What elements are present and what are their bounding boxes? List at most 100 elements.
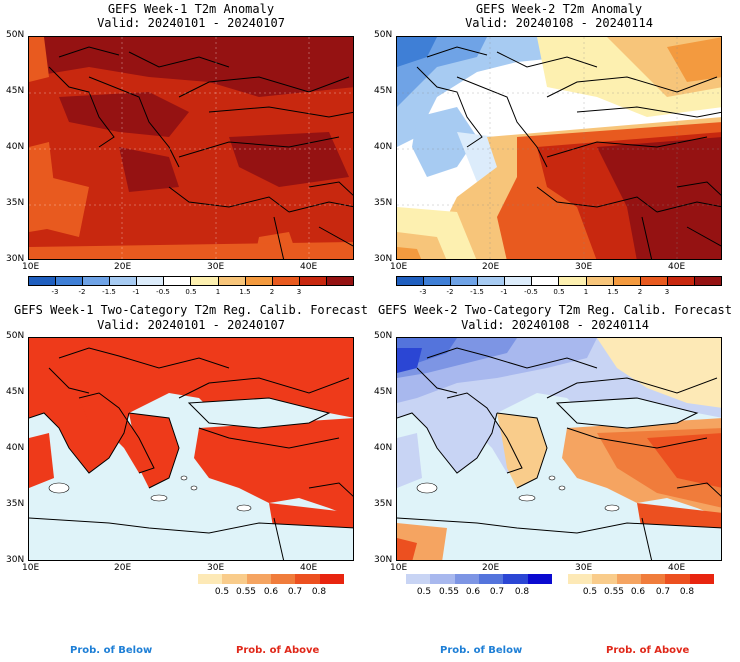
anomaly-colorbar-tl <box>28 276 354 286</box>
cbar-swatch <box>191 277 219 285</box>
prob-below-label-br: Prob. of Below <box>440 645 523 656</box>
pbar-label: 0.55 <box>438 587 460 597</box>
panel-valid-week1-anomaly: Valid: 20240101 - 20240107 <box>97 16 285 30</box>
cbar-label: 2 <box>637 288 643 296</box>
panel-valid-week1-prob: Valid: 20240101 - 20240107 <box>97 318 285 332</box>
prob-below-label-bl: Prob. of Below <box>70 645 153 656</box>
cbar-swatch <box>424 277 452 285</box>
cbar-swatch <box>218 277 246 285</box>
cbar-label: -3 <box>51 288 59 296</box>
pbar-label: 0.6 <box>465 587 481 597</box>
pbar-label: 0.7 <box>489 587 505 597</box>
cbar-swatch <box>29 277 57 285</box>
cbar-label: 1.5 <box>239 288 251 296</box>
pbar-label: 0.5 <box>582 587 598 597</box>
pbar-label: 0.8 <box>514 587 530 597</box>
lat-label-35n-br: 35N <box>374 499 393 509</box>
cbar-label: -3 <box>419 288 427 296</box>
cbar-swatch <box>326 277 353 285</box>
pbar-swatch <box>454 574 479 584</box>
lat-label-45n-tl: 45N <box>6 86 25 96</box>
lon-label-40e-tr: 40E <box>668 262 686 272</box>
cbar-swatch <box>83 277 111 285</box>
cbar-swatch <box>532 277 560 285</box>
lon-label-20e-tl: 20E <box>114 262 132 272</box>
map-week1-prob <box>28 337 354 561</box>
lat-label-50n-tr: 50N <box>374 30 393 40</box>
cbar-swatch <box>56 277 84 285</box>
lat-label-30n-tr: 30N <box>374 254 393 264</box>
panel-title-week2-prob: GEFS Week-2 Two-Category T2m Reg. Calib.… <box>377 303 732 317</box>
pbar-swatch <box>568 574 593 584</box>
panel-valid-week2-prob: Valid: 20240108 - 20240114 <box>461 318 649 332</box>
panel-title-week2-anomaly: GEFS Week-2 T2m Anomaly <box>475 2 643 16</box>
cbar-swatch <box>110 277 138 285</box>
lon-label-20e-bl: 20E <box>114 563 132 573</box>
cbar-swatch <box>586 277 614 285</box>
lon-label-30e-tl: 30E <box>207 262 225 272</box>
cbar-label: 0.5 <box>553 288 565 296</box>
cbar-swatch <box>505 277 533 285</box>
anomaly-colorbar-tr <box>396 276 722 286</box>
lat-label-50n-br: 50N <box>374 331 393 341</box>
lat-label-45n-bl: 45N <box>6 387 25 397</box>
lon-label-30e-br: 30E <box>575 563 593 573</box>
prob-above-label-bl: Prob. of Above <box>236 645 320 656</box>
cbar-label: 0.5 <box>185 288 197 296</box>
pbar-swatch <box>198 574 223 584</box>
pbar-swatch <box>319 574 344 584</box>
cbar-swatch <box>667 277 695 285</box>
lat-label-30n-tl: 30N <box>6 254 25 264</box>
lat-label-50n-tl: 50N <box>6 30 25 40</box>
cbar-swatch <box>272 277 300 285</box>
map-week2-anomaly <box>396 36 722 260</box>
pbar-swatch <box>478 574 504 584</box>
cbar-label: 1 <box>583 288 589 296</box>
cbar-swatch <box>640 277 668 285</box>
pbar-swatch <box>430 574 455 584</box>
lat-label-40n-br: 40N <box>374 443 393 453</box>
pbar-label: 0.7 <box>287 587 303 597</box>
pbar-label: 0.8 <box>679 587 695 597</box>
pbar-label: 0.55 <box>603 587 625 597</box>
lat-label-30n-bl: 30N <box>6 555 25 565</box>
lat-label-40n-tl: 40N <box>6 142 25 152</box>
cbar-swatch <box>397 277 425 285</box>
pbar-label: 0.5 <box>214 587 230 597</box>
prob-above-colorbar-bl <box>198 574 344 584</box>
cbar-swatch <box>137 277 165 285</box>
cbar-label: 2 <box>269 288 275 296</box>
lat-label-30n-br: 30N <box>374 555 393 565</box>
lat-label-50n-bl: 50N <box>6 331 25 341</box>
pbar-swatch <box>246 574 271 584</box>
lat-label-45n-tr: 45N <box>374 86 393 96</box>
lon-label-10e-tr: 10E <box>390 262 408 272</box>
pbar-label: 0.7 <box>655 587 671 597</box>
lon-label-40e-tl: 40E <box>300 262 318 272</box>
lon-label-20e-br: 20E <box>482 563 500 573</box>
pbar-label: 0.6 <box>263 587 279 597</box>
panel-title-week1-anomaly: GEFS Week-1 T2m Anomaly <box>107 2 275 16</box>
pbar-label: 0.55 <box>235 587 257 597</box>
pbar-swatch <box>295 574 320 584</box>
cbar-label: 3 <box>664 288 670 296</box>
cbar-swatch <box>478 277 506 285</box>
cbar-swatch <box>613 277 641 285</box>
cbar-swatch <box>299 277 327 285</box>
cbar-label: -1.5 <box>470 288 484 296</box>
panel-valid-week2-anomaly: Valid: 20240108 - 20240114 <box>465 16 653 30</box>
lon-label-10e-bl: 10E <box>22 563 40 573</box>
lon-label-30e-bl: 30E <box>207 563 225 573</box>
lat-label-40n-bl: 40N <box>6 443 25 453</box>
cbar-swatch <box>164 277 192 285</box>
cbar-swatch <box>451 277 479 285</box>
lat-label-35n-tr: 35N <box>374 198 393 208</box>
cbar-label: -1 <box>132 288 140 296</box>
pbar-swatch <box>222 574 247 584</box>
lon-label-10e-tl: 10E <box>22 262 40 272</box>
pbar-swatch <box>503 574 528 584</box>
pbar-swatch <box>640 574 666 584</box>
pbar-swatch <box>616 574 641 584</box>
pbar-swatch <box>270 574 296 584</box>
pbar-label: 0.8 <box>311 587 327 597</box>
